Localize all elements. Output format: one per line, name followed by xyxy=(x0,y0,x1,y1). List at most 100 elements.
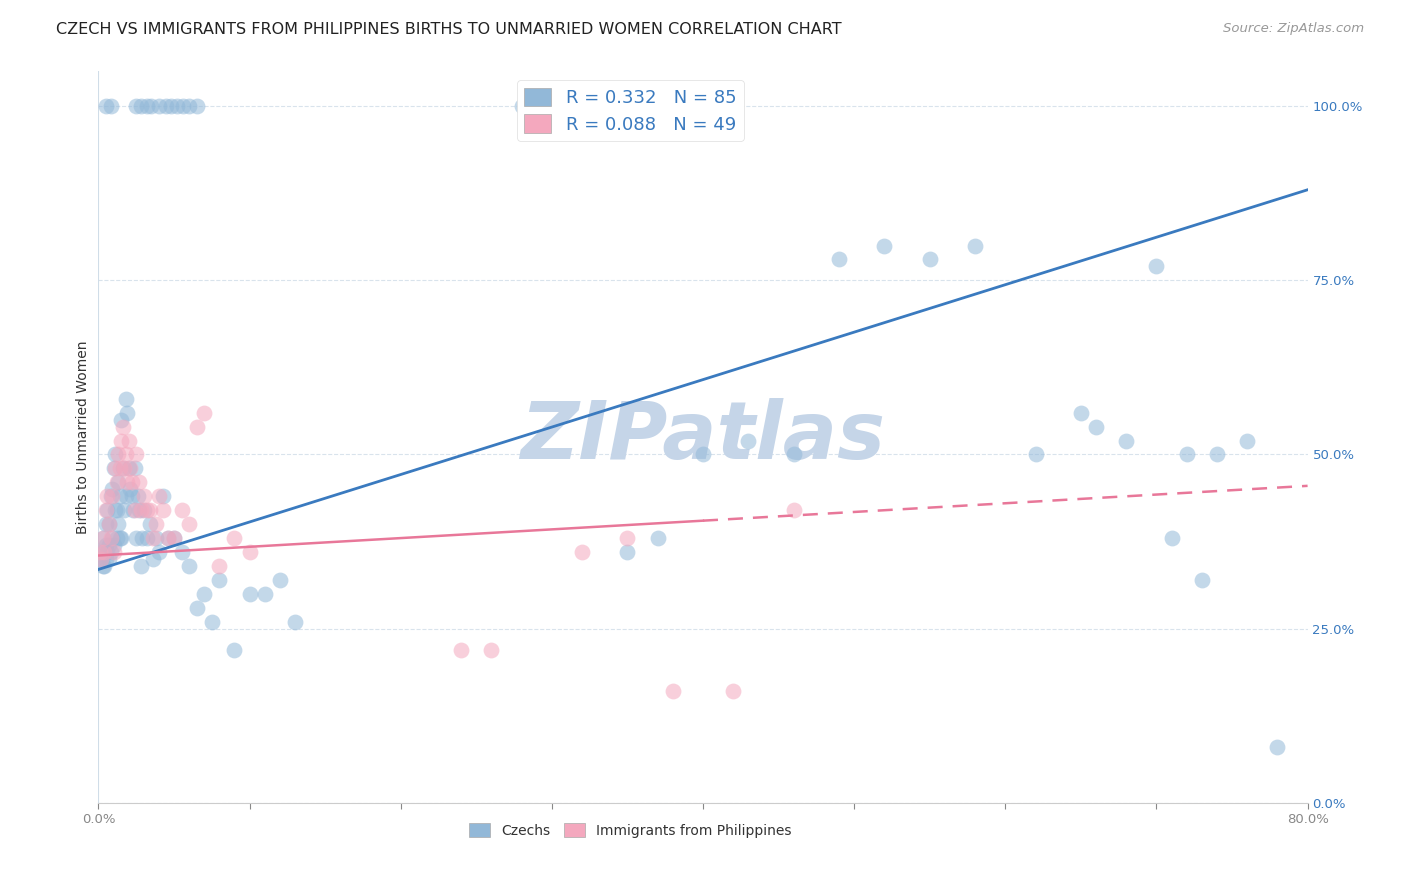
Point xyxy=(1175,448,1198,462)
Point xyxy=(124,503,146,517)
Point xyxy=(783,503,806,517)
Point xyxy=(93,558,115,573)
Point xyxy=(139,517,162,532)
Point xyxy=(100,99,122,113)
Point xyxy=(132,503,155,517)
Point xyxy=(108,531,131,545)
Point xyxy=(114,448,136,462)
Point xyxy=(156,531,179,545)
Point xyxy=(965,238,987,252)
Point xyxy=(94,517,117,532)
Point xyxy=(90,552,112,566)
Point xyxy=(1236,434,1258,448)
Point xyxy=(170,545,193,559)
Point xyxy=(107,517,129,532)
Point xyxy=(89,545,111,559)
Point xyxy=(179,558,201,573)
Point xyxy=(783,448,806,462)
Point xyxy=(103,461,125,475)
Point xyxy=(179,99,201,113)
Point xyxy=(510,99,533,113)
Point xyxy=(186,600,208,615)
Point xyxy=(1144,260,1167,274)
Point xyxy=(125,448,148,462)
Point xyxy=(128,503,150,517)
Point xyxy=(186,419,208,434)
Point xyxy=(114,392,136,406)
Point xyxy=(163,531,186,545)
Point xyxy=(105,531,128,545)
Point xyxy=(96,503,118,517)
Point xyxy=(118,434,141,448)
Point xyxy=(135,99,157,113)
Point xyxy=(105,503,128,517)
Point xyxy=(253,587,276,601)
Point xyxy=(224,642,246,657)
Point xyxy=(91,531,114,545)
Point xyxy=(239,545,262,559)
Point xyxy=(120,483,142,497)
Point xyxy=(129,503,152,517)
Point xyxy=(135,531,157,545)
Point xyxy=(131,531,153,545)
Point xyxy=(98,517,121,532)
Point xyxy=(155,99,177,113)
Point xyxy=(284,615,307,629)
Point xyxy=(142,531,165,545)
Text: Source: ZipAtlas.com: Source: ZipAtlas.com xyxy=(1223,22,1364,36)
Point xyxy=(110,531,132,545)
Point xyxy=(129,99,152,113)
Point xyxy=(208,573,231,587)
Point xyxy=(94,538,117,552)
Point xyxy=(170,503,193,517)
Point xyxy=(112,461,135,475)
Point xyxy=(93,545,115,559)
Point xyxy=(128,475,150,490)
Point xyxy=(127,489,149,503)
Point xyxy=(148,545,170,559)
Point xyxy=(110,434,132,448)
Point xyxy=(101,483,124,497)
Point xyxy=(139,503,162,517)
Point xyxy=(100,489,122,503)
Point xyxy=(104,448,127,462)
Point xyxy=(661,684,683,698)
Point xyxy=(723,684,745,698)
Point xyxy=(208,558,231,573)
Point xyxy=(89,545,111,559)
Point xyxy=(737,434,759,448)
Point xyxy=(125,99,148,113)
Point xyxy=(239,587,262,601)
Point xyxy=(90,552,112,566)
Point xyxy=(94,503,117,517)
Point xyxy=(101,489,124,503)
Point xyxy=(145,531,167,545)
Point xyxy=(166,99,188,113)
Point xyxy=(93,545,115,559)
Point xyxy=(98,552,121,566)
Point xyxy=(647,531,669,545)
Point xyxy=(1085,419,1108,434)
Point xyxy=(156,531,179,545)
Point xyxy=(124,461,146,475)
Point xyxy=(108,489,131,503)
Point xyxy=(193,406,215,420)
Point xyxy=(224,531,246,545)
Point xyxy=(201,615,224,629)
Point xyxy=(110,412,132,426)
Point xyxy=(104,461,127,475)
Point xyxy=(1206,448,1229,462)
Point xyxy=(121,475,143,490)
Point xyxy=(121,489,143,503)
Point xyxy=(118,461,141,475)
Point xyxy=(96,489,118,503)
Y-axis label: Births to Unmarried Women: Births to Unmarried Women xyxy=(76,341,90,533)
Point xyxy=(571,545,593,559)
Point xyxy=(114,489,136,503)
Point xyxy=(103,538,125,552)
Text: ZIPatlas: ZIPatlas xyxy=(520,398,886,476)
Point xyxy=(1160,531,1182,545)
Point xyxy=(481,642,503,657)
Point xyxy=(142,552,165,566)
Point xyxy=(193,587,215,601)
